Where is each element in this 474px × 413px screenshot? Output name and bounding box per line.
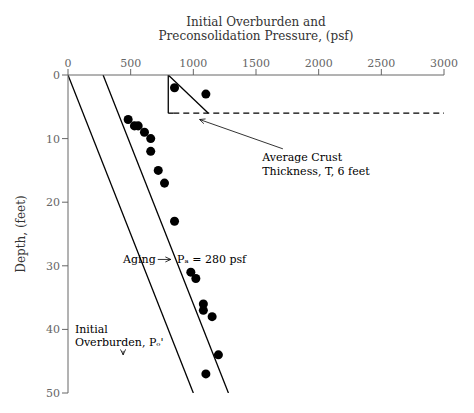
- svg-text:0: 0: [65, 57, 72, 70]
- svg-text:3000: 3000: [430, 57, 458, 70]
- svg-text:40: 40: [46, 323, 60, 336]
- svg-text:Depth, (feet): Depth, (feet): [14, 195, 28, 272]
- svg-text:Pₐ = 280 psf: Pₐ = 280 psf: [177, 253, 247, 266]
- svg-text:Initial Overburden andPreconso: Initial Overburden andPreconsolidation P…: [159, 15, 354, 43]
- svg-text:Average CrustThickness, T, 6 f: Average CrustThickness, T, 6 feet: [261, 151, 370, 177]
- svg-text:2500: 2500: [367, 57, 395, 70]
- svg-text:1500: 1500: [242, 57, 270, 70]
- svg-text:30: 30: [46, 260, 60, 273]
- svg-text:20: 20: [46, 196, 60, 209]
- svg-text:InitialOverburden, Pₒ': InitialOverburden, Pₒ': [75, 323, 164, 349]
- svg-text:500: 500: [120, 57, 141, 70]
- svg-text:50: 50: [46, 387, 60, 400]
- svg-text:1000: 1000: [179, 57, 207, 70]
- svg-text:10: 10: [46, 133, 60, 146]
- svg-text:Aging: Aging: [122, 253, 156, 266]
- svg-text:2000: 2000: [305, 57, 333, 70]
- svg-text:0: 0: [53, 69, 60, 82]
